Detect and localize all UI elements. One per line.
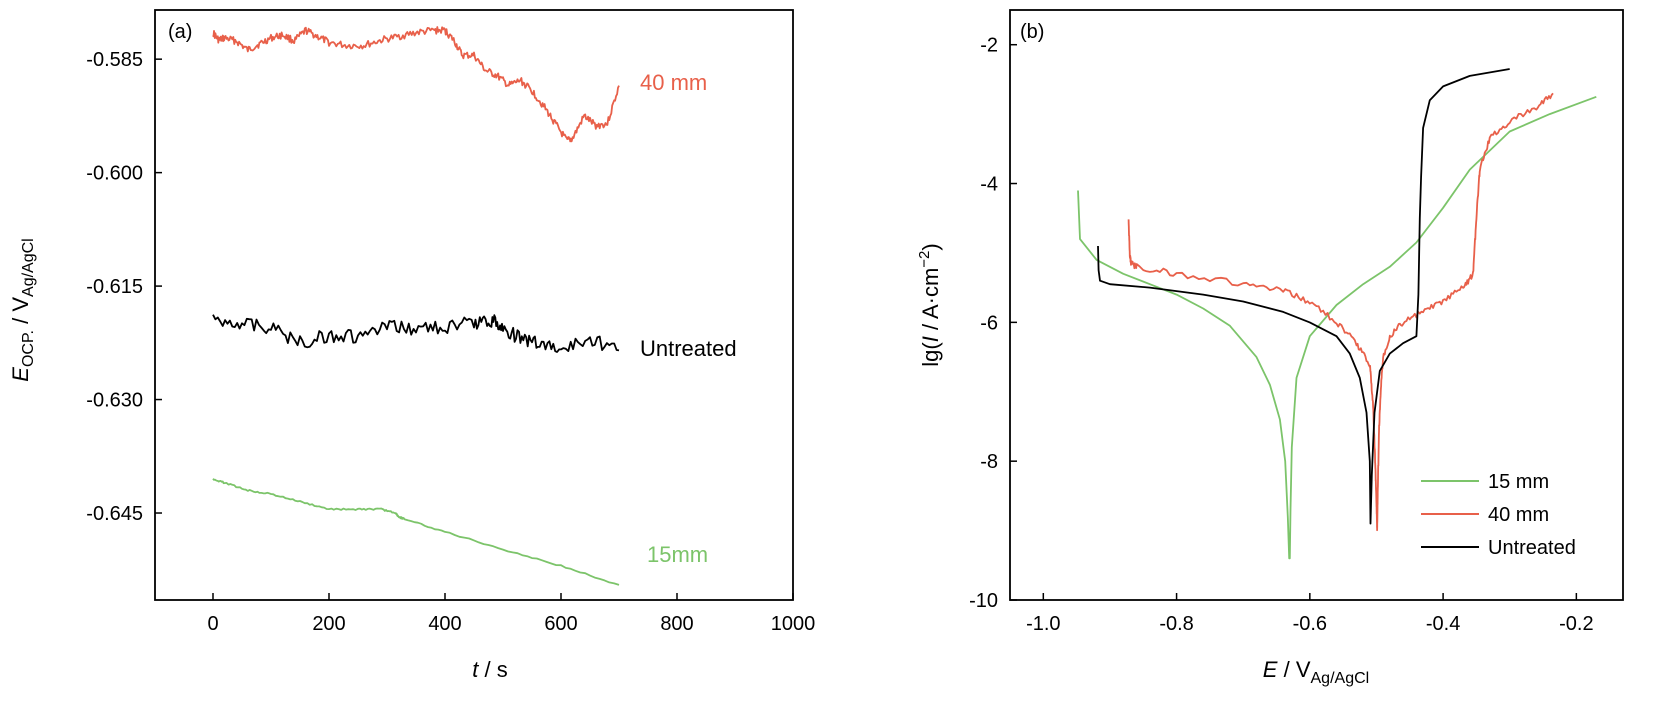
panel-b-x-tick-label: -0.4	[1426, 613, 1460, 635]
panel-b-polarization-chart: (b) -1.0 -0.8 -0.6 -0.4 -0.2 -2 -4 -6 -8 -10 15 …	[916, 9, 1624, 687]
panel-a-series-15mm	[212, 478, 620, 586]
panel-a-series-untreated	[212, 314, 620, 353]
panel-b-label: (b)	[1020, 21, 1044, 43]
series-label-untreated: Untreated	[640, 336, 737, 361]
panel-a-x-ticks: 0 200 400 600 800 1000	[207, 593, 815, 635]
panel-a-x-axis-label: t / s	[472, 657, 507, 682]
legend-label-15mm: 15 mm	[1488, 471, 1549, 493]
panel-a-y-tick-label: -0.645	[86, 503, 143, 525]
panel-b-x-tick-label: -0.2	[1559, 613, 1593, 635]
panel-b-legend: 15 mm 40 mm Untreated	[1421, 471, 1576, 559]
panel-b-y-tick-label: -4	[980, 174, 998, 196]
panel-a-label: (a)	[168, 21, 192, 43]
panel-a-x-tick-label: 200	[312, 613, 345, 635]
panel-a-x-tick-label: 400	[428, 613, 461, 635]
panel-b-x-tick-label: -1.0	[1026, 613, 1060, 635]
panel-b-x-tick-label: -0.8	[1159, 613, 1193, 635]
panel-b-y-tick-label: -10	[969, 590, 998, 612]
series-label-15mm: 15mm	[647, 542, 708, 567]
panel-b-series-40mm	[1127, 92, 1554, 532]
panel-a-series	[212, 26, 620, 586]
panel-a-plot-frame	[154, 9, 794, 601]
panel-a-series-40mm	[212, 26, 620, 143]
panel-b-y-ticks: -2 -4 -6 -8 -10	[969, 35, 1017, 612]
panel-b-y-tick-label: -2	[980, 35, 998, 57]
panel-a-y-tick-label: -0.630	[86, 390, 143, 412]
panel-a-ocp-chart: (a) 0 200 400 600 800 1000 -0.585 -0.600 -0.615…	[8, 9, 815, 682]
panel-a-y-tick-label: -0.600	[86, 163, 143, 185]
panel-a-x-tick-label: 800	[660, 613, 693, 635]
panel-b-x-ticks: -1.0 -0.8 -0.6 -0.4 -0.2	[1026, 593, 1594, 635]
panel-b-series	[1077, 68, 1597, 560]
panel-b-x-axis-label: E / VAg/AgCl	[1263, 657, 1369, 687]
panel-b-plot-frame	[1009, 9, 1624, 601]
panel-a-y-tick-label: -0.615	[86, 276, 143, 298]
panel-b-y-axis-label: lg(I / A·cm−2)	[916, 243, 943, 366]
panel-a-x-tick-label: 0	[207, 613, 218, 635]
panel-a-y-tick-label: -0.585	[86, 49, 143, 71]
panel-a-x-tick-label: 600	[544, 613, 577, 635]
panel-b-y-tick-label: -8	[980, 451, 998, 473]
legend-label-untreated: Untreated	[1488, 537, 1576, 559]
panel-a-y-axis-label: EOCP. / VAg/AgCl	[8, 238, 37, 381]
series-label-40mm: 40 mm	[640, 70, 707, 95]
panel-b-series-untreated	[1097, 68, 1510, 525]
panel-a-y-ticks: -0.585 -0.600 -0.615 -0.630 -0.645	[86, 49, 162, 525]
panel-b-y-tick-label: -6	[980, 312, 998, 334]
panel-a-x-tick-label: 1000	[771, 613, 816, 635]
legend-label-40mm: 40 mm	[1488, 504, 1549, 526]
panel-b-x-tick-label: -0.6	[1293, 613, 1327, 635]
